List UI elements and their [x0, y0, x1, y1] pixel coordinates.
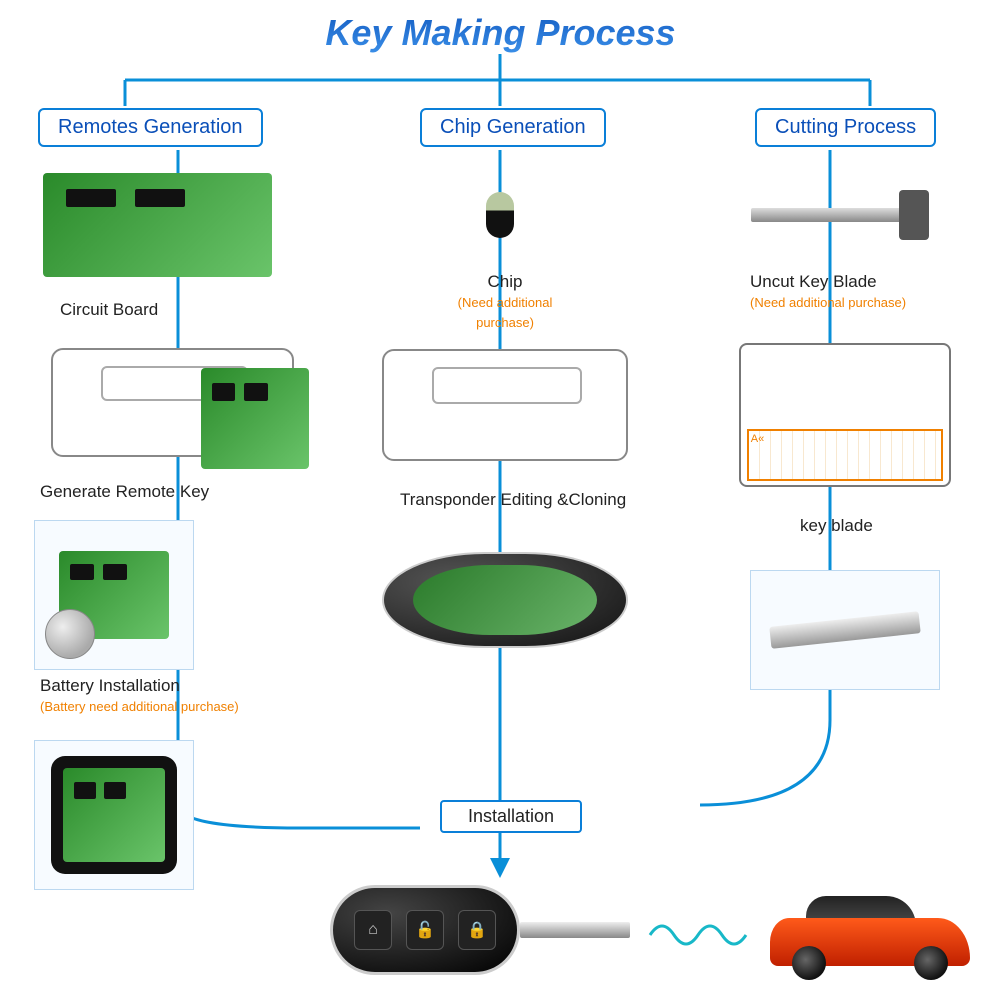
- key-button-lock: 🔒: [458, 910, 496, 950]
- generate-remote-key-image: [30, 330, 315, 475]
- branch-chip-generation: Chip Generation: [420, 108, 606, 147]
- chip-image: [430, 170, 570, 260]
- circuit-board-caption: Circuit Board: [60, 300, 158, 320]
- uncut-blade-image: [730, 170, 940, 260]
- final-key-image: ⌂ 🔓 🔒: [330, 880, 630, 980]
- uncut-blade-caption: Uncut Key Blade (Need additional purchas…: [750, 272, 906, 312]
- branch-remotes-generation: Remotes Generation: [38, 108, 263, 147]
- cut-blade-image: [750, 570, 940, 690]
- cutting-machine-image: [720, 330, 970, 500]
- page-title: Key Making Process: [0, 0, 1001, 54]
- chip-caption: Chip (Need additional purchase): [440, 272, 570, 332]
- battery-install-caption: Battery Installation (Battery need addit…: [40, 676, 239, 716]
- key-blade-caption: key blade: [800, 516, 873, 536]
- transponder-caption: Transponder Editing &Cloning: [400, 490, 626, 510]
- installed-fob-image: [360, 520, 650, 680]
- pcb-in-shell-image: [34, 740, 194, 890]
- battery-install-image: [34, 520, 194, 670]
- transponder-device-image: [360, 330, 650, 480]
- key-button-unlock: 🔓: [406, 910, 444, 950]
- circuit-board-image: [30, 160, 285, 290]
- branch-cutting-process: Cutting Process: [755, 108, 936, 147]
- key-button-trunk: ⌂: [354, 910, 392, 950]
- generate-remote-key-caption: Generate Remote Key: [40, 482, 209, 502]
- installation-label: Installation: [440, 800, 582, 833]
- car-image: [770, 890, 970, 980]
